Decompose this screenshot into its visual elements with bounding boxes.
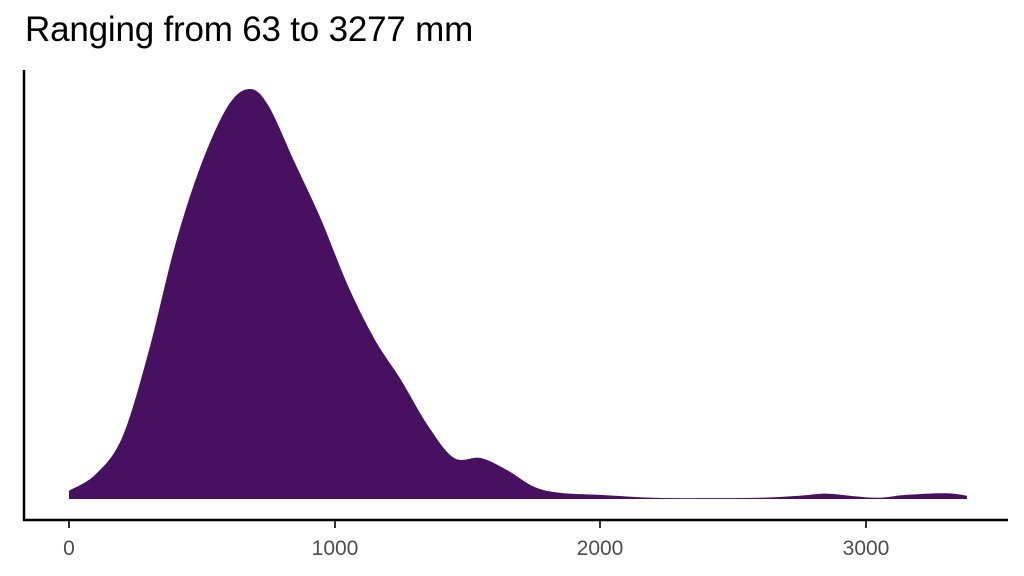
chart-title: Ranging from 63 to 3277 mm [25,10,474,49]
x-axis-ticks: 0 1000 2000 3000 [63,521,889,560]
x-tick-label: 2000 [577,537,624,560]
x-tick-label: 1000 [312,537,359,560]
density-area [69,89,967,499]
x-tick-label: 3000 [843,537,890,560]
x-tick-label: 0 [63,537,75,560]
